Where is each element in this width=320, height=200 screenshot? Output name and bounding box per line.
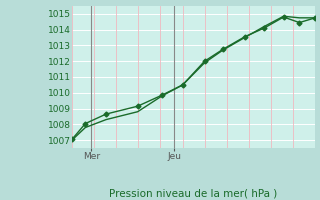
Text: Pression niveau de la mer( hPa ): Pression niveau de la mer( hPa )	[109, 188, 278, 198]
